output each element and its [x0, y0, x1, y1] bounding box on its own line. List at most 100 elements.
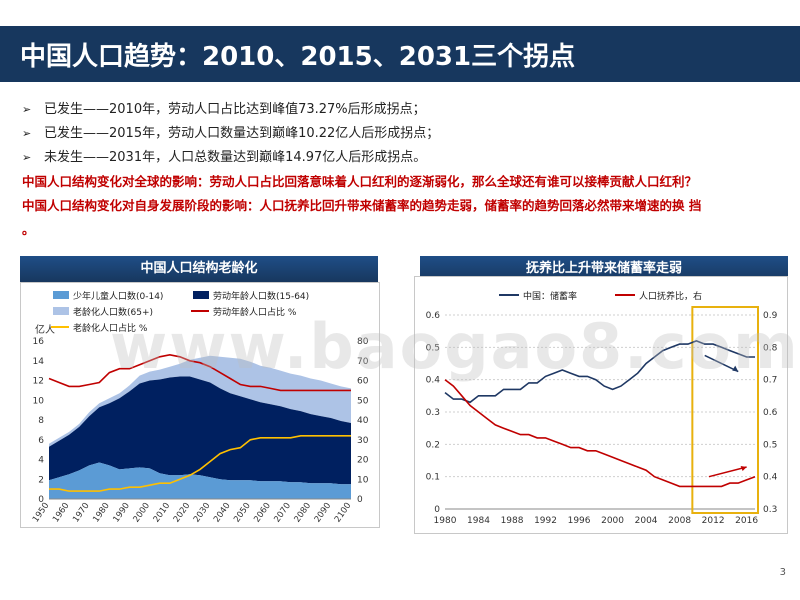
dependency-up-arrow: [708, 466, 747, 478]
title-bar: [0, 26, 800, 82]
x-tick-label: 1960: [51, 501, 72, 524]
x-tick-label: 2090: [313, 501, 334, 524]
x-tick-label: 1980: [434, 516, 457, 526]
y2-tick-label: 40: [357, 416, 369, 426]
savings-down-arrowhead: [732, 365, 739, 372]
x-tick-label: 1988: [501, 516, 524, 526]
y-tick-label: 0.2: [426, 440, 440, 450]
elderly-population-area: [49, 355, 351, 447]
y-tick-label: 6: [38, 436, 44, 446]
y2-tick-label: 60: [357, 377, 369, 387]
x-tick-label: 2016: [735, 516, 758, 526]
arrow-bullet-icon: ➢: [22, 103, 32, 116]
y2-tick-label: 0.7: [763, 376, 777, 386]
x-tick-label: 2012: [702, 516, 725, 526]
x-tick-label: 2030: [192, 501, 213, 524]
bullet-list: ➢ 已发生——2010年，劳动人口占比达到峰值73.27%后形成拐点； ➢ 已发生—…: [22, 98, 792, 242]
x-tick-label: 1950: [31, 501, 52, 524]
y2-tick-label: 0.3: [763, 505, 777, 515]
x-tick-label: 2080: [293, 501, 314, 524]
y-tick-label: 0.1: [426, 473, 440, 483]
dependency-up-arrowhead: [740, 465, 747, 471]
x-tick-label: 1996: [568, 516, 591, 526]
self-impact-text: 中国人口结构变化对自身发展阶段的影响：人口抚养比回升带来储蓄率的趋势走弱，储蓄率…: [22, 198, 702, 213]
legend-labor-population-swatch: [193, 291, 209, 299]
legend-elderly-share-label: 老龄化人口占比 %: [73, 322, 148, 334]
x-tick-label: 2060: [252, 501, 273, 524]
savings-dependency-chart: 0 0.1 0.2 0.3 0.4 0.5 0.6 0.3 0.4 0.5 0.6 0.7 0.8 0.9…: [426, 290, 778, 526]
x-tick-label: 2020: [172, 501, 193, 524]
highlight-box: [691, 306, 759, 514]
y-tick-label: 16: [33, 337, 45, 347]
x-tick-label: 2000: [601, 516, 624, 526]
dependency-ratio-line: [444, 379, 756, 488]
x-tick-label: 2040: [212, 501, 233, 524]
bullet-item: ➢ 已发生——2015年，劳动人口数量达到巅峰10.22亿人后形成拐点；: [22, 122, 792, 146]
x-tick-label: 2008: [668, 516, 691, 526]
x-tick-label: 2070: [272, 501, 293, 524]
arrow-bullet-icon: ➢: [22, 151, 32, 164]
y2-tick-label: 0.4: [763, 473, 778, 483]
y2-tick-label: 0.9: [763, 311, 778, 321]
x-tick-label: 2010: [152, 501, 173, 524]
y-axis-unit-label: 亿人: [35, 323, 55, 336]
child-population-area: [49, 462, 351, 499]
y2-tick-label: 20: [357, 456, 369, 466]
x-tick-label: 1970: [71, 501, 92, 524]
legend-elderly-population-swatch: [53, 307, 69, 315]
y-tick-label: 0.4: [426, 376, 441, 386]
legend-dependency-label: 人口抚养比，右: [639, 290, 702, 302]
right-chart-frame: 0 0.1 0.2 0.3 0.4 0.5 0.6 0.3 0.4 0.5 0.6 0.7 0.8 0.9…: [414, 276, 788, 534]
labor-share-line: [48, 353, 351, 392]
left-panel-title: 中国人口结构老龄化: [20, 256, 378, 282]
self-impact-text-end: 。: [22, 222, 35, 237]
y2-tick-label: 10: [357, 475, 369, 485]
bullet-item: ➢ 已发生——2010年，劳动人口占比达到峰值73.27%后形成拐点；: [22, 98, 792, 122]
y-tick-label: 12: [33, 377, 44, 387]
legend-elderly-population-label: 老龄化人口数(65+): [73, 306, 153, 318]
elderly-share-line: [49, 435, 351, 492]
y2-tick-label: 0.8: [763, 343, 778, 353]
x-tick-label: 2000: [132, 501, 153, 524]
x-tick-label: 1992: [534, 516, 557, 526]
x-tick-label: 2004: [635, 516, 658, 526]
y-tick-label: 10: [33, 396, 45, 406]
y2-tick-label: 0.5: [763, 440, 777, 450]
y2-tick-label: 0.6: [763, 408, 778, 418]
y-tick-label: 0: [434, 505, 440, 515]
savings-rate-line: [444, 340, 755, 404]
y2-tick-label: 70: [357, 357, 369, 367]
y-tick-label: 14: [33, 357, 45, 367]
y2-tick-label: 30: [357, 436, 369, 446]
y-tick-label: 0: [38, 495, 44, 505]
bullet-item: ➢ 未发生——2031年，人口总数量达到巅峰14.97亿人后形成拐点。: [22, 146, 792, 170]
x-tick-label: 1990: [111, 501, 132, 524]
page-number: 3: [779, 567, 786, 578]
y2-tick-label: 50: [357, 396, 369, 406]
y-tick-label: 0.3: [426, 408, 440, 418]
y2-tick-label: 80: [357, 337, 369, 347]
watermark: www.baogao8.com: [110, 310, 800, 383]
x-tick-label: 1984: [467, 516, 490, 526]
legend-labor-population-label: 劳动年龄人口数(15-64): [213, 290, 309, 302]
x-tick-label: 2100: [333, 501, 354, 524]
legend-labor-share-label: 劳动年龄人口占比 %: [213, 306, 297, 318]
y-tick-label: 4: [38, 456, 44, 466]
legend-savings-label: 中国：储蓄率: [523, 290, 577, 302]
y2-tick-label: 0: [357, 495, 363, 505]
slide-title: 中国人口趋势：2010、2015、2031三个拐点: [20, 42, 576, 72]
arrow-bullet-icon: ➢: [22, 127, 32, 140]
legend-child-population-label: 少年儿童人口数(0-14): [73, 290, 163, 302]
left-chart-frame: 亿人 0 2 4 6 8 10 12 14 16 0 10 20 30 40 50 60 70 80 1950 1960…: [20, 282, 380, 528]
x-tick-label: 2050: [232, 501, 253, 524]
y-tick-label: 0.6: [426, 311, 441, 321]
x-tick-label: 1980: [91, 501, 112, 524]
legend-child-population-swatch: [53, 291, 69, 299]
global-impact-text: 中国人口结构变化对全球的影响：劳动人口占比回落意味着人口红利的逐渐弱化，那么全球…: [22, 174, 698, 189]
y-tick-label: 2: [38, 475, 44, 485]
labor-population-area: [49, 376, 351, 485]
savings-down-arrow: [704, 354, 739, 373]
y-tick-label: 8: [38, 416, 44, 426]
y-tick-label: 0.5: [426, 343, 440, 353]
